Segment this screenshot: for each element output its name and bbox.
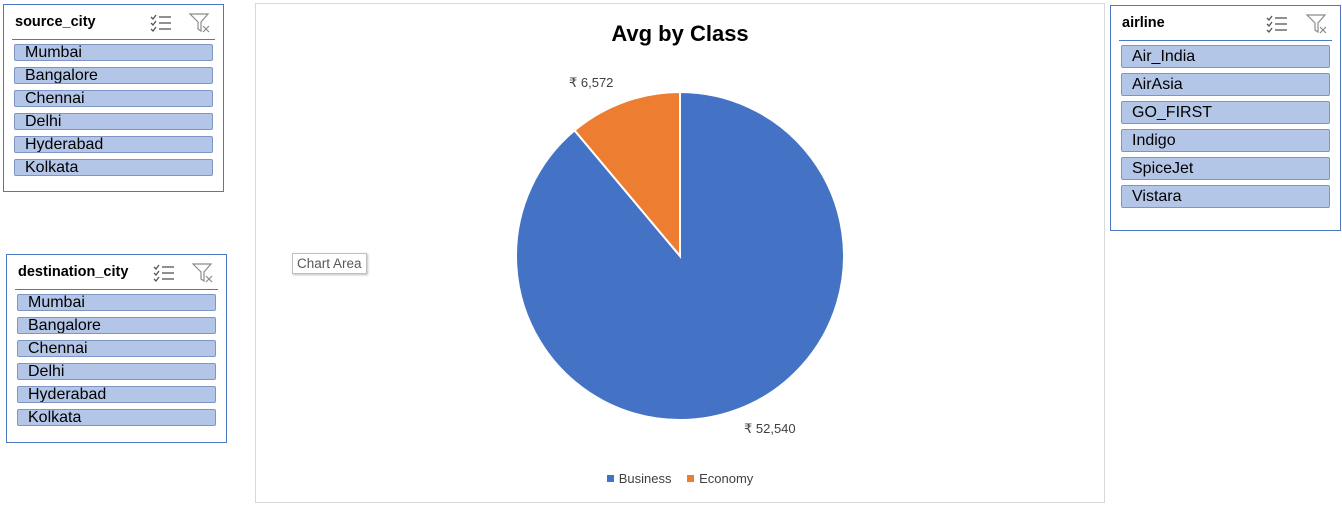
- slicer-item-vistara[interactable]: Vistara: [1121, 185, 1330, 208]
- legend-swatch-business: [606, 475, 614, 483]
- slicer-item-bangalore[interactable]: Bangalore: [17, 317, 216, 334]
- slicer-item-list: Mumbai Bangalore Chennai Delhi Hyderabad…: [14, 44, 213, 182]
- slicer-airline: airline Air_India AirAsia GO_FIRST Indig…: [1110, 5, 1341, 231]
- legend-swatch-economy: [687, 475, 695, 483]
- slicer-header: source_city: [12, 5, 215, 40]
- slicer-item-chennai[interactable]: Chennai: [17, 340, 216, 357]
- slicer-item-delhi[interactable]: Delhi: [17, 363, 216, 380]
- chart-title: Avg by Class: [611, 21, 749, 46]
- slicer-item-hyderabad[interactable]: Hyderabad: [17, 386, 216, 403]
- data-label-business: ₹ 52,540: [744, 421, 796, 436]
- multi-select-icon[interactable]: [149, 12, 173, 34]
- slicer-source-city: source_city Mumbai Bangalore Chennai Del…: [3, 4, 224, 192]
- multi-select-icon[interactable]: [1265, 13, 1289, 35]
- slicer-title: destination_city: [18, 264, 129, 280]
- slicer-item-bangalore[interactable]: Bangalore: [14, 67, 213, 84]
- slicer-item-mumbai[interactable]: Mumbai: [14, 44, 213, 61]
- legend-item-economy: Economy: [687, 471, 753, 486]
- slicer-item-kolkata[interactable]: Kolkata: [17, 409, 216, 426]
- chart-legend: Business Economy: [256, 471, 1104, 486]
- slicer-item-list: Air_India AirAsia GO_FIRST Indigo SpiceJ…: [1121, 45, 1330, 213]
- chart-area[interactable]: Avg by Class ₹ 6,572 ₹ 52,540 Business E…: [255, 3, 1105, 503]
- slicer-title: airline: [1122, 15, 1165, 31]
- multi-select-icon[interactable]: [152, 262, 176, 284]
- clear-filter-icon[interactable]: [188, 12, 212, 34]
- data-label-economy: ₹ 6,572: [569, 75, 614, 90]
- slicer-item-list: Mumbai Bangalore Chennai Delhi Hyderabad…: [17, 294, 216, 432]
- slicer-item-delhi[interactable]: Delhi: [14, 113, 213, 130]
- slicer-header: airline: [1119, 6, 1332, 41]
- slicer-item-spicejet[interactable]: SpiceJet: [1121, 157, 1330, 180]
- slicer-item-air-india[interactable]: Air_India: [1121, 45, 1330, 68]
- legend-label-economy: Economy: [699, 471, 754, 486]
- slicer-destination-city: destination_city Mumbai Bangalore Chenna…: [6, 254, 227, 443]
- slicer-item-chennai[interactable]: Chennai: [14, 90, 213, 107]
- slicer-item-hyderabad[interactable]: Hyderabad: [14, 136, 213, 153]
- slicer-item-indigo[interactable]: Indigo: [1121, 129, 1330, 152]
- slicer-item-mumbai[interactable]: Mumbai: [17, 294, 216, 311]
- chart-area-tooltip: Chart Area: [292, 253, 367, 274]
- slicer-item-kolkata[interactable]: Kolkata: [14, 159, 213, 176]
- pie-slice-economy[interactable]: [573, 90, 681, 259]
- slicer-title: source_city: [15, 14, 96, 30]
- slicer-item-airasia[interactable]: AirAsia: [1121, 73, 1330, 96]
- clear-filter-icon[interactable]: [1305, 13, 1329, 35]
- slicer-item-go-first[interactable]: GO_FIRST: [1121, 101, 1330, 124]
- clear-filter-icon[interactable]: [191, 262, 215, 284]
- pie-chart: [515, 90, 845, 421]
- slicer-header: destination_city: [15, 255, 218, 290]
- legend-item-business: Business: [606, 471, 672, 486]
- legend-label-business: Business: [618, 471, 672, 486]
